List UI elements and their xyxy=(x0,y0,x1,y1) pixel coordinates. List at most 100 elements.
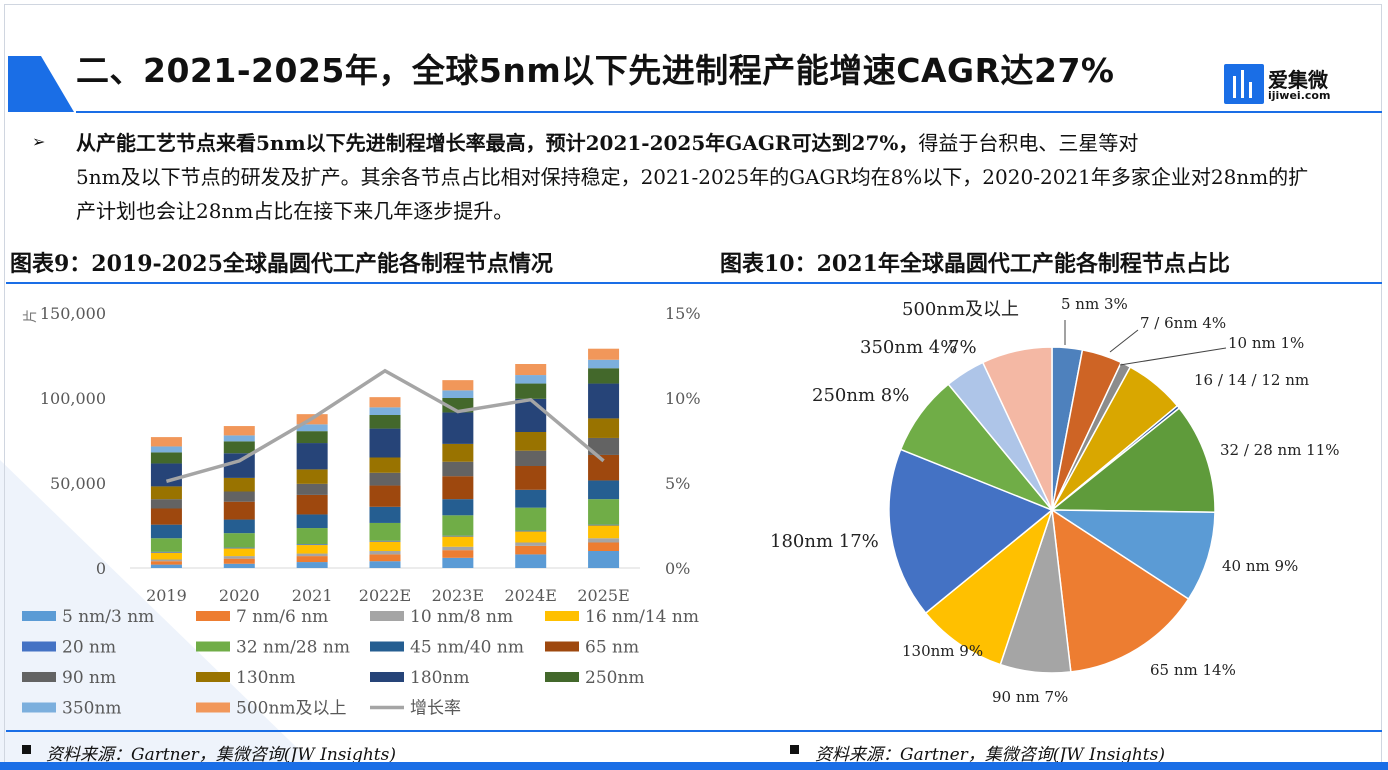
legend-swatch xyxy=(545,611,579,621)
pie-label: 32 / 28 nm 11% xyxy=(1220,441,1340,459)
bar-segment xyxy=(588,359,620,369)
bar-segment xyxy=(296,443,328,470)
summary-rest: 5nm及以下节点的研发及扩产。其余各节点占比相对保持稳定，2021-2025年的… xyxy=(76,165,1309,223)
pie-slice xyxy=(1051,508,1190,673)
y2-tick-label: 5% xyxy=(665,474,690,493)
slide-title: 二、2021-2025年，全球5nm以下先进制程产能增速CAGR达27% xyxy=(76,51,1115,90)
bar-segment xyxy=(515,507,547,531)
bar-segment xyxy=(369,415,401,429)
pie-slice xyxy=(1049,509,1216,601)
bar-segment xyxy=(515,432,547,451)
legend-label: 16 nm/14 nm xyxy=(585,607,699,627)
bar-segment xyxy=(515,531,547,543)
legend-swatch xyxy=(196,672,230,682)
bar-segment xyxy=(150,551,182,553)
bar-segment xyxy=(515,383,547,399)
bar-segment xyxy=(296,545,328,554)
bar-segment xyxy=(515,545,547,555)
bar-segment xyxy=(588,524,620,526)
source-divider xyxy=(6,730,1382,732)
bar-segment xyxy=(369,554,401,562)
x-tick-label: 2024E xyxy=(505,586,557,605)
bar-segment xyxy=(588,383,620,419)
legend-label: 180nm xyxy=(410,668,470,688)
y-tick-label: 100,000 xyxy=(40,389,106,408)
bar-segment xyxy=(296,424,328,432)
bar-segment xyxy=(369,561,401,568)
bar-segment xyxy=(369,472,401,486)
bar-segment xyxy=(515,530,547,532)
source-bullet-icon xyxy=(22,745,31,754)
bar-segment xyxy=(442,535,474,537)
bar-segment xyxy=(588,499,620,525)
bar-segment xyxy=(296,494,328,515)
bar-segment xyxy=(150,446,182,453)
bar-segment xyxy=(296,544,328,546)
pie-label: 350nm 4% xyxy=(860,337,957,358)
bullet-arrow-icon: ➢ xyxy=(32,132,46,151)
x-tick-label: 2021 xyxy=(292,586,333,605)
logo-text-en: ijiwei.com xyxy=(1268,89,1331,102)
bar-segment xyxy=(223,548,255,557)
bar-segment xyxy=(588,538,620,543)
legend-label: 增长率 xyxy=(410,699,461,719)
bar-segment xyxy=(296,431,328,444)
bar-segment xyxy=(150,561,182,565)
bar-segment xyxy=(150,486,182,500)
legend-item: 10 nm/8 nm xyxy=(370,607,513,627)
legend-item: 16 nm/14 nm xyxy=(545,607,699,627)
title-divider xyxy=(76,111,1382,113)
bar-segment xyxy=(223,426,255,436)
pie-label: 180nm 17% xyxy=(770,531,879,552)
pie-label: 500nm及以上 xyxy=(902,299,1019,320)
bar-segment xyxy=(150,437,182,447)
summary-bold: 从产能工艺节点来看5nm以下先进制程增长率最高，预计2021-2025年GAGR… xyxy=(76,131,919,155)
pie-label: 16 / 14 / 12 nm xyxy=(1194,371,1309,389)
y-tick-label: 150,000 xyxy=(40,304,106,323)
pie-label: 7% xyxy=(948,337,977,358)
bar-segment xyxy=(223,491,255,502)
x-tick-label: 2025E xyxy=(577,586,629,605)
logo-icon xyxy=(1224,64,1264,104)
bar-segment xyxy=(223,501,255,520)
legend-item: 32 nm/28 nm xyxy=(196,638,350,658)
y-axis-unit: 片 xyxy=(23,309,39,323)
legend-swatch xyxy=(370,672,404,682)
bar-segment xyxy=(369,540,401,542)
legend-item: 65 nm xyxy=(545,638,639,658)
legend-item: 350nm xyxy=(22,699,122,719)
legend-item: 130nm xyxy=(196,668,296,688)
legend-label: 32 nm/28 nm xyxy=(236,638,350,658)
bar-segment xyxy=(150,538,182,552)
bar-segment xyxy=(588,542,620,551)
pie-label: 65 nm 14% xyxy=(1150,661,1236,679)
bar-segment xyxy=(515,554,547,568)
legend-item: 5 nm/3 nm xyxy=(22,607,154,627)
bar-segment xyxy=(223,556,255,559)
bar-segment xyxy=(515,398,547,432)
bar-segment xyxy=(369,457,401,473)
legend-label: 5 nm/3 nm xyxy=(62,607,154,627)
legend-label: 130nm xyxy=(236,668,296,688)
pie-slice xyxy=(981,346,1053,511)
bar-segment xyxy=(442,557,474,568)
pie-slice xyxy=(924,507,1054,666)
pie-slice xyxy=(888,448,1054,615)
pie-chart: 5 nm 3% 7 / 6nm 4%10 nm 1% 16 / 14 / 12 nm… xyxy=(770,295,1340,706)
bar-segment xyxy=(150,508,182,525)
bar-segment xyxy=(369,522,401,541)
legend-swatch xyxy=(545,672,579,682)
legend-item: 20 nm xyxy=(22,638,116,658)
bar-segment xyxy=(442,390,474,398)
bar-segment xyxy=(296,553,328,557)
y-tick-label: 50,000 xyxy=(50,474,106,493)
bar-segment xyxy=(442,443,474,462)
bar-segment xyxy=(515,364,547,376)
summary-paragraph: 从产能工艺节点来看5nm以下先进制程增长率最高，预计2021-2025年GAGR… xyxy=(76,126,1316,228)
x-tick-label: 2020 xyxy=(219,586,260,605)
bar-segment xyxy=(588,525,620,539)
bar-segment xyxy=(369,506,401,523)
bar-segment xyxy=(515,450,547,466)
legend-item: 7 nm/6 nm xyxy=(196,607,328,627)
legend-label: 90 nm xyxy=(62,668,116,688)
